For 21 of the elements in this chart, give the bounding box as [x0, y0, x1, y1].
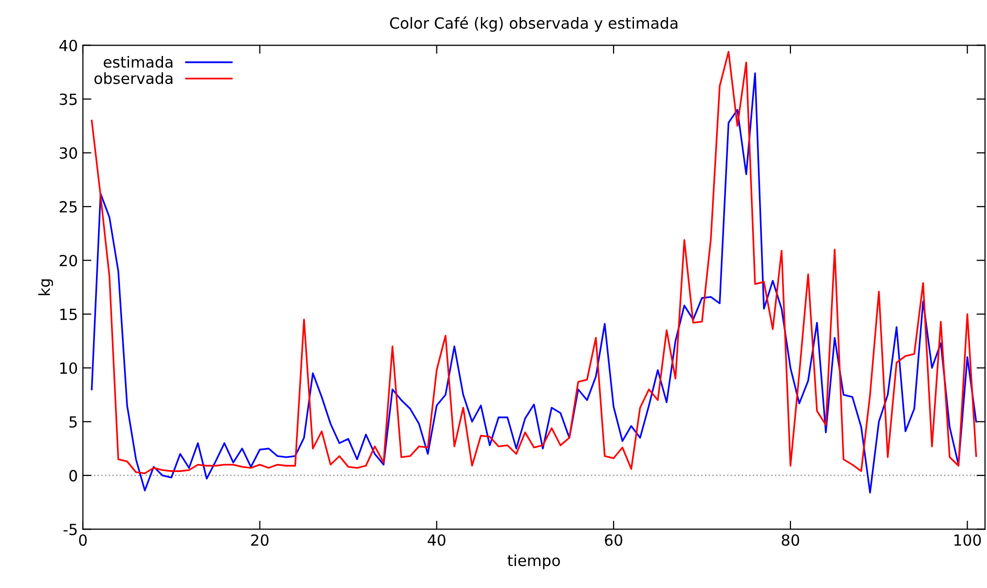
y-tick-label: 40: [59, 40, 78, 52]
y-tick-label: 20: [60, 254, 78, 266]
y-tick-label: 0: [69, 470, 78, 482]
x-tick-label: 100: [954, 534, 981, 546]
y-tick-label: 25: [60, 201, 77, 213]
x-tick-label: 80: [782, 534, 800, 546]
legend-label: observada: [94, 72, 172, 84]
x-axis-title: tiempo: [508, 554, 560, 570]
y-tick-label: 30: [60, 147, 78, 159]
y-tick-label: -5: [64, 524, 77, 536]
x-tick-label: 40: [428, 534, 446, 546]
legend-label: estimada: [104, 56, 172, 68]
y-tick-label: 10: [60, 362, 78, 374]
chart-title: Color Café (kg) observada y estimada: [390, 16, 678, 32]
y-tick-label: 35: [60, 94, 77, 106]
x-tick-label: 60: [604, 534, 622, 546]
y-tick-label: 5: [70, 416, 77, 428]
x-tick-label: 0: [79, 534, 87, 546]
y-axis-title: kg: [38, 279, 54, 296]
x-tick-label: 20: [251, 534, 268, 546]
y-tick-label: 15: [60, 308, 77, 320]
